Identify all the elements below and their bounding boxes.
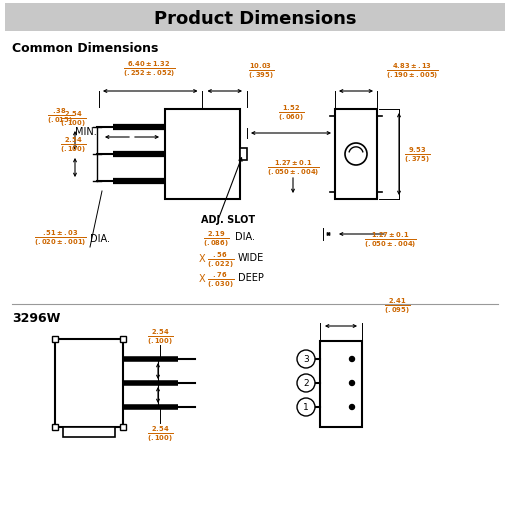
Text: $\mathbf{\frac{2.41}{(.095)}}$: $\mathbf{\frac{2.41}{(.095)}}$ <box>383 296 409 315</box>
Text: X $\mathbf{\frac{.76}{(.030)}}$: X $\mathbf{\frac{.76}{(.030)}}$ <box>197 269 234 288</box>
Text: DEEP: DEEP <box>238 272 263 282</box>
Text: WIDE: WIDE <box>238 252 264 263</box>
Text: 2: 2 <box>302 379 308 388</box>
Text: $\mathbf{\frac{2.54}{(.100)}}$: $\mathbf{\frac{2.54}{(.100)}}$ <box>60 135 86 154</box>
Text: $\mathbf{\frac{4.83 \pm .13}{(.190 \pm .005)}}$: $\mathbf{\frac{4.83 \pm .13}{(.190 \pm .… <box>385 61 438 80</box>
Text: 3: 3 <box>302 355 308 364</box>
Bar <box>120 424 126 430</box>
Circle shape <box>296 398 315 416</box>
Circle shape <box>344 144 366 165</box>
Text: X $\mathbf{\frac{.56}{(.022)}}$: X $\mathbf{\frac{.56}{(.022)}}$ <box>197 249 234 268</box>
Text: $\mathbf{\frac{2.54}{(.100)}}$: $\mathbf{\frac{2.54}{(.100)}}$ <box>60 108 86 127</box>
Text: $\mathbf{\frac{10.03}{(.395)}}$: $\mathbf{\frac{10.03}{(.395)}}$ <box>248 61 274 80</box>
Text: 1: 1 <box>302 403 308 412</box>
Text: DIA.: DIA. <box>90 234 110 243</box>
Bar <box>319 342 361 427</box>
Text: $\mathbf{\frac{1.27 \pm 0.1}{(.050 \pm .004)}}$: $\mathbf{\frac{1.27 \pm 0.1}{(.050 \pm .… <box>266 158 319 177</box>
Text: $\mathbf{\frac{2.19}{(.086)}}$: $\mathbf{\frac{2.19}{(.086)}}$ <box>203 229 229 247</box>
Bar <box>165 110 240 200</box>
Bar <box>52 336 58 343</box>
Circle shape <box>296 350 315 369</box>
Bar <box>63 427 115 437</box>
Text: $\mathbf{\frac{.38}{(.015)}}$: $\mathbf{\frac{.38}{(.015)}}$ <box>47 106 73 125</box>
Text: DIA.: DIA. <box>235 232 254 242</box>
Text: $\mathbf{\frac{.51 \pm .03}{(.020 \pm .001)}}$: $\mathbf{\frac{.51 \pm .03}{(.020 \pm .0… <box>34 228 87 247</box>
Bar <box>52 424 58 430</box>
Text: $\mathbf{\frac{1.27 \pm 0.1}{(.050 \pm .004)}}$: $\mathbf{\frac{1.27 \pm 0.1}{(.050 \pm .… <box>363 230 416 248</box>
Text: $\mathbf{\frac{9.53}{(.375)}}$: $\mathbf{\frac{9.53}{(.375)}}$ <box>403 145 430 164</box>
Text: $\mathbf{\frac{1.52}{(.060)}}$: $\mathbf{\frac{1.52}{(.060)}}$ <box>277 103 303 122</box>
Text: ADJ. SLOT: ADJ. SLOT <box>201 215 254 224</box>
Text: Common Dimensions: Common Dimensions <box>12 42 158 55</box>
Text: Product Dimensions: Product Dimensions <box>153 10 356 28</box>
Bar <box>5 4 504 32</box>
Circle shape <box>349 381 354 386</box>
Text: $\mathbf{\frac{2.54}{(.100)}}$: $\mathbf{\frac{2.54}{(.100)}}$ <box>147 326 173 345</box>
Text: MIN.: MIN. <box>75 127 97 137</box>
Text: 3296W: 3296W <box>12 312 60 324</box>
Bar <box>240 149 246 161</box>
Circle shape <box>349 357 354 362</box>
Bar <box>120 336 126 343</box>
Text: $\mathbf{\frac{6.40 \pm 1.32}{(.252 \pm .052)}}$: $\mathbf{\frac{6.40 \pm 1.32}{(.252 \pm … <box>123 59 176 78</box>
Bar <box>334 110 376 200</box>
Circle shape <box>296 374 315 392</box>
Text: $\mathbf{\frac{2.54}{(.100)}}$: $\mathbf{\frac{2.54}{(.100)}}$ <box>147 423 173 442</box>
Circle shape <box>349 405 354 410</box>
Bar <box>55 340 123 427</box>
